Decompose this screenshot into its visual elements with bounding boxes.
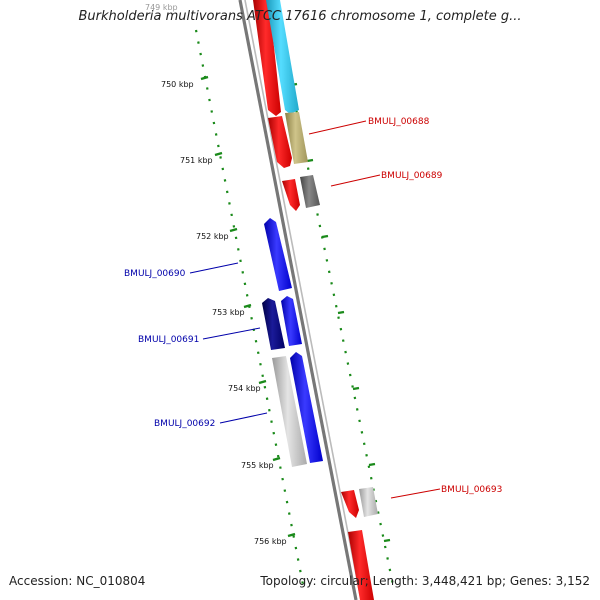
kbp-label: 754 kbp	[228, 384, 261, 393]
inner-ruler	[194, 29, 306, 591]
gene-labels: BMULJ_00688 BMULJ_00689 BMULJ_00690 BMUL…	[124, 117, 502, 495]
gene-bmulj-00691[interactable]	[262, 298, 285, 350]
kbp-label: 749 kbp	[145, 3, 178, 12]
gene-label[interactable]: BMULJ_00688	[368, 117, 430, 127]
inner-ruler-major-ticks	[200, 75, 296, 538]
kbp-label: 750 kbp	[161, 80, 194, 89]
gene-bmulj-00689[interactable]	[282, 179, 300, 211]
accession-info: Accession: NC_010804	[9, 574, 145, 588]
chromosome-backbone	[238, 0, 362, 600]
gene-red-bottom[interactable]	[348, 530, 374, 600]
gene-label-lines	[189, 120, 441, 499]
accession-value: NC_010804	[76, 574, 146, 588]
gene-blue-3[interactable]	[290, 352, 323, 463]
kbp-label: 752 kbp	[196, 232, 229, 241]
gene-bmulj-00688[interactable]	[285, 112, 308, 164]
gene-label[interactable]: BMULJ_00692	[154, 419, 215, 429]
gene-bmulj-00693[interactable]	[341, 490, 359, 518]
gene-red-top[interactable]	[253, 0, 281, 116]
gene-red-2[interactable]	[268, 116, 292, 168]
gene-label[interactable]: BMULJ_00690	[124, 269, 186, 279]
ruler-labels: 749 kbp 750 kbp 751 kbp 752 kbp 753 kbp …	[145, 3, 287, 546]
accession-label: Accession:	[9, 574, 73, 588]
kbp-label: 755 kbp	[241, 461, 274, 470]
genes	[253, 0, 378, 600]
genome-stats: Topology: circular; Length: 3,448,421 bp…	[260, 574, 590, 588]
map-title: Burkholderia multivorans ATCC 17616 chro…	[78, 9, 522, 24]
gene-bmulj-00690[interactable]	[264, 218, 292, 291]
gene-blue-2[interactable]	[281, 296, 302, 346]
gene-lightgray-small[interactable]	[359, 487, 378, 517]
gene-label[interactable]: BMULJ_00689	[381, 171, 443, 181]
gene-cyan-top[interactable]	[266, 0, 299, 114]
gene-label[interactable]: BMULJ_00691	[138, 335, 199, 345]
gene-bmulj-00692[interactable]	[272, 356, 307, 467]
gene-darkgray[interactable]	[300, 175, 320, 208]
kbp-label: 751 kbp	[180, 156, 213, 165]
gene-label[interactable]: BMULJ_00693	[441, 485, 502, 495]
kbp-label: 753 kbp	[212, 308, 245, 317]
kbp-label: 756 kbp	[254, 537, 287, 546]
outer-ruler-major-ticks	[290, 82, 391, 543]
